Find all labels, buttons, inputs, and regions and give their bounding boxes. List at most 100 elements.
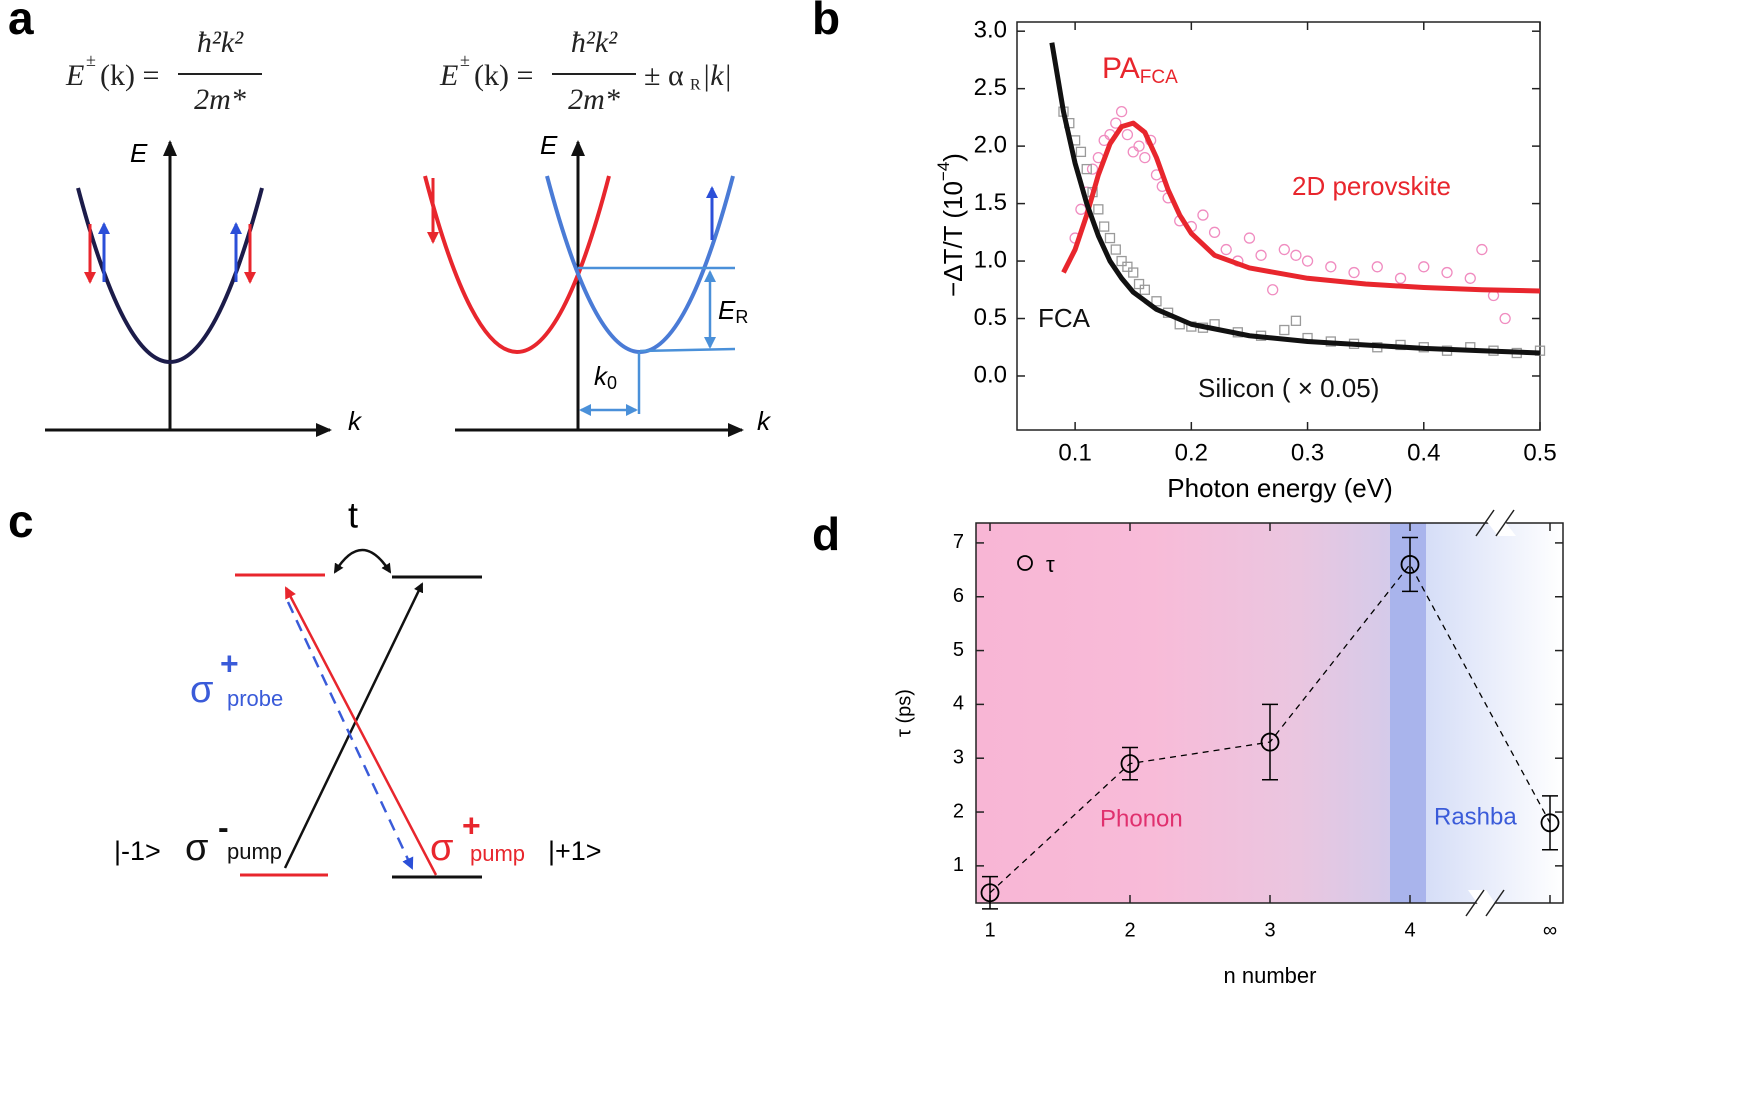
state-label: |-1> <box>114 836 161 866</box>
y-axis-label-part: ) <box>938 153 968 162</box>
hopping-label: t <box>348 495 358 536</box>
guide-line <box>639 347 736 353</box>
data-point <box>1371 261 1383 273</box>
er-label-main: E <box>718 295 736 325</box>
data-point <box>1075 203 1087 215</box>
band-parabola <box>423 175 611 354</box>
formula-text: 2m* <box>568 83 620 116</box>
data-point <box>1116 255 1127 267</box>
data-point <box>1267 284 1279 296</box>
x-tick-label: 0.4 <box>1407 439 1440 466</box>
axis-label: k <box>757 406 772 436</box>
plot-frame <box>1016 21 1541 431</box>
y-tick-label: 0.5 <box>974 304 1007 331</box>
x-tick-label: 0.3 <box>1291 439 1324 466</box>
formula-text: ± <box>460 50 470 70</box>
sigma-sub: probe <box>227 686 283 711</box>
data-point <box>1325 261 1337 273</box>
data-point <box>1255 249 1267 261</box>
data-point <box>1110 117 1122 129</box>
data-point <box>1122 261 1133 272</box>
state-label: |+1> <box>548 836 602 866</box>
data-point <box>1476 243 1488 256</box>
panel-label: c <box>8 495 34 547</box>
panel-label: d <box>812 508 840 560</box>
axis-break-gap <box>1478 510 1516 536</box>
formula-text: (k) = <box>100 59 159 92</box>
data-point <box>1139 284 1150 295</box>
y-tick-label: 0.0 <box>974 361 1007 388</box>
formula-text: |k| <box>702 59 732 92</box>
fit-line <box>1061 120 1541 294</box>
data-point <box>1133 140 1145 152</box>
k0-label-main: k <box>594 361 609 391</box>
axis-break <box>1485 889 1505 917</box>
transition-arrow <box>284 586 438 876</box>
annotation: Rashba <box>1434 803 1517 830</box>
sigma-sup: + <box>462 807 481 843</box>
data-point <box>1098 134 1110 147</box>
annotation-part: PA <box>1102 52 1140 85</box>
probe-arrow <box>286 601 414 870</box>
error-bar <box>1402 536 1418 593</box>
data-point <box>1418 261 1430 273</box>
sigma: σ <box>190 669 213 711</box>
data-point <box>1400 555 1420 574</box>
data-point <box>1104 232 1116 244</box>
axis-break <box>1475 509 1495 537</box>
y-tick-label: 4 <box>953 693 964 715</box>
data-point <box>980 883 1000 903</box>
data-point <box>1151 296 1162 307</box>
y-tick-label: 3.0 <box>974 17 1007 44</box>
data-point <box>1075 146 1087 158</box>
annotation: Phonon <box>1100 805 1183 832</box>
panel-label: a <box>8 0 34 44</box>
data-point <box>1348 266 1360 279</box>
data-point <box>1394 272 1407 284</box>
y-tick-label: 1 <box>953 854 964 876</box>
axis-label: E <box>540 130 558 160</box>
data-point <box>1081 163 1092 175</box>
highlight-band <box>1390 523 1426 903</box>
data-point <box>1260 732 1280 752</box>
y-tick-label: 3 <box>953 746 964 768</box>
k0-label-sub: 0 <box>607 373 617 393</box>
formula-left: E ± (k) = ħ²k² 2m* <box>65 26 262 116</box>
y-tick-label: 2.0 <box>974 131 1007 158</box>
formula-text: E <box>65 59 84 92</box>
data-point <box>1099 221 1110 232</box>
annotation: Silicon ( × 0.05) <box>1198 373 1379 403</box>
axis-break <box>1495 509 1515 537</box>
band-parabola <box>545 175 735 354</box>
formula-text: ± α <box>644 59 684 92</box>
data-point <box>1128 267 1139 278</box>
legend-label: τ <box>1046 552 1055 577</box>
formula-text: ħ²k² <box>197 26 244 59</box>
data-point <box>1086 163 1099 175</box>
y-axis-label-part: −4 <box>934 162 953 181</box>
y-tick-label: 5 <box>953 639 964 661</box>
axis-label: E <box>130 138 148 168</box>
sigma-sup: + <box>220 645 239 681</box>
data-point <box>1139 151 1151 164</box>
annotation: PAFCA <box>1102 52 1178 88</box>
legend-marker <box>1017 555 1033 571</box>
k0-label: k0 <box>594 361 617 393</box>
formula-right: E ± (k) = ħ²k² 2m* ± α R |k| <box>439 26 732 116</box>
axis-break <box>1465 889 1485 917</box>
transition-arrow <box>283 582 424 869</box>
data-point <box>1499 312 1511 325</box>
formula-text: ± <box>86 50 96 70</box>
x-tick-label: 2 <box>1124 919 1135 941</box>
formula-text: (k) = <box>474 59 533 92</box>
annotation: FCA <box>1038 303 1091 333</box>
x-tick-label: 3 <box>1264 919 1275 941</box>
annotation: 2D perovskite <box>1292 171 1451 201</box>
data-point <box>1093 204 1104 215</box>
data-point <box>1120 754 1140 773</box>
x-axis-label: n number <box>1224 963 1317 988</box>
axis-break-gap <box>1468 890 1504 916</box>
sigma: σ <box>185 827 208 869</box>
